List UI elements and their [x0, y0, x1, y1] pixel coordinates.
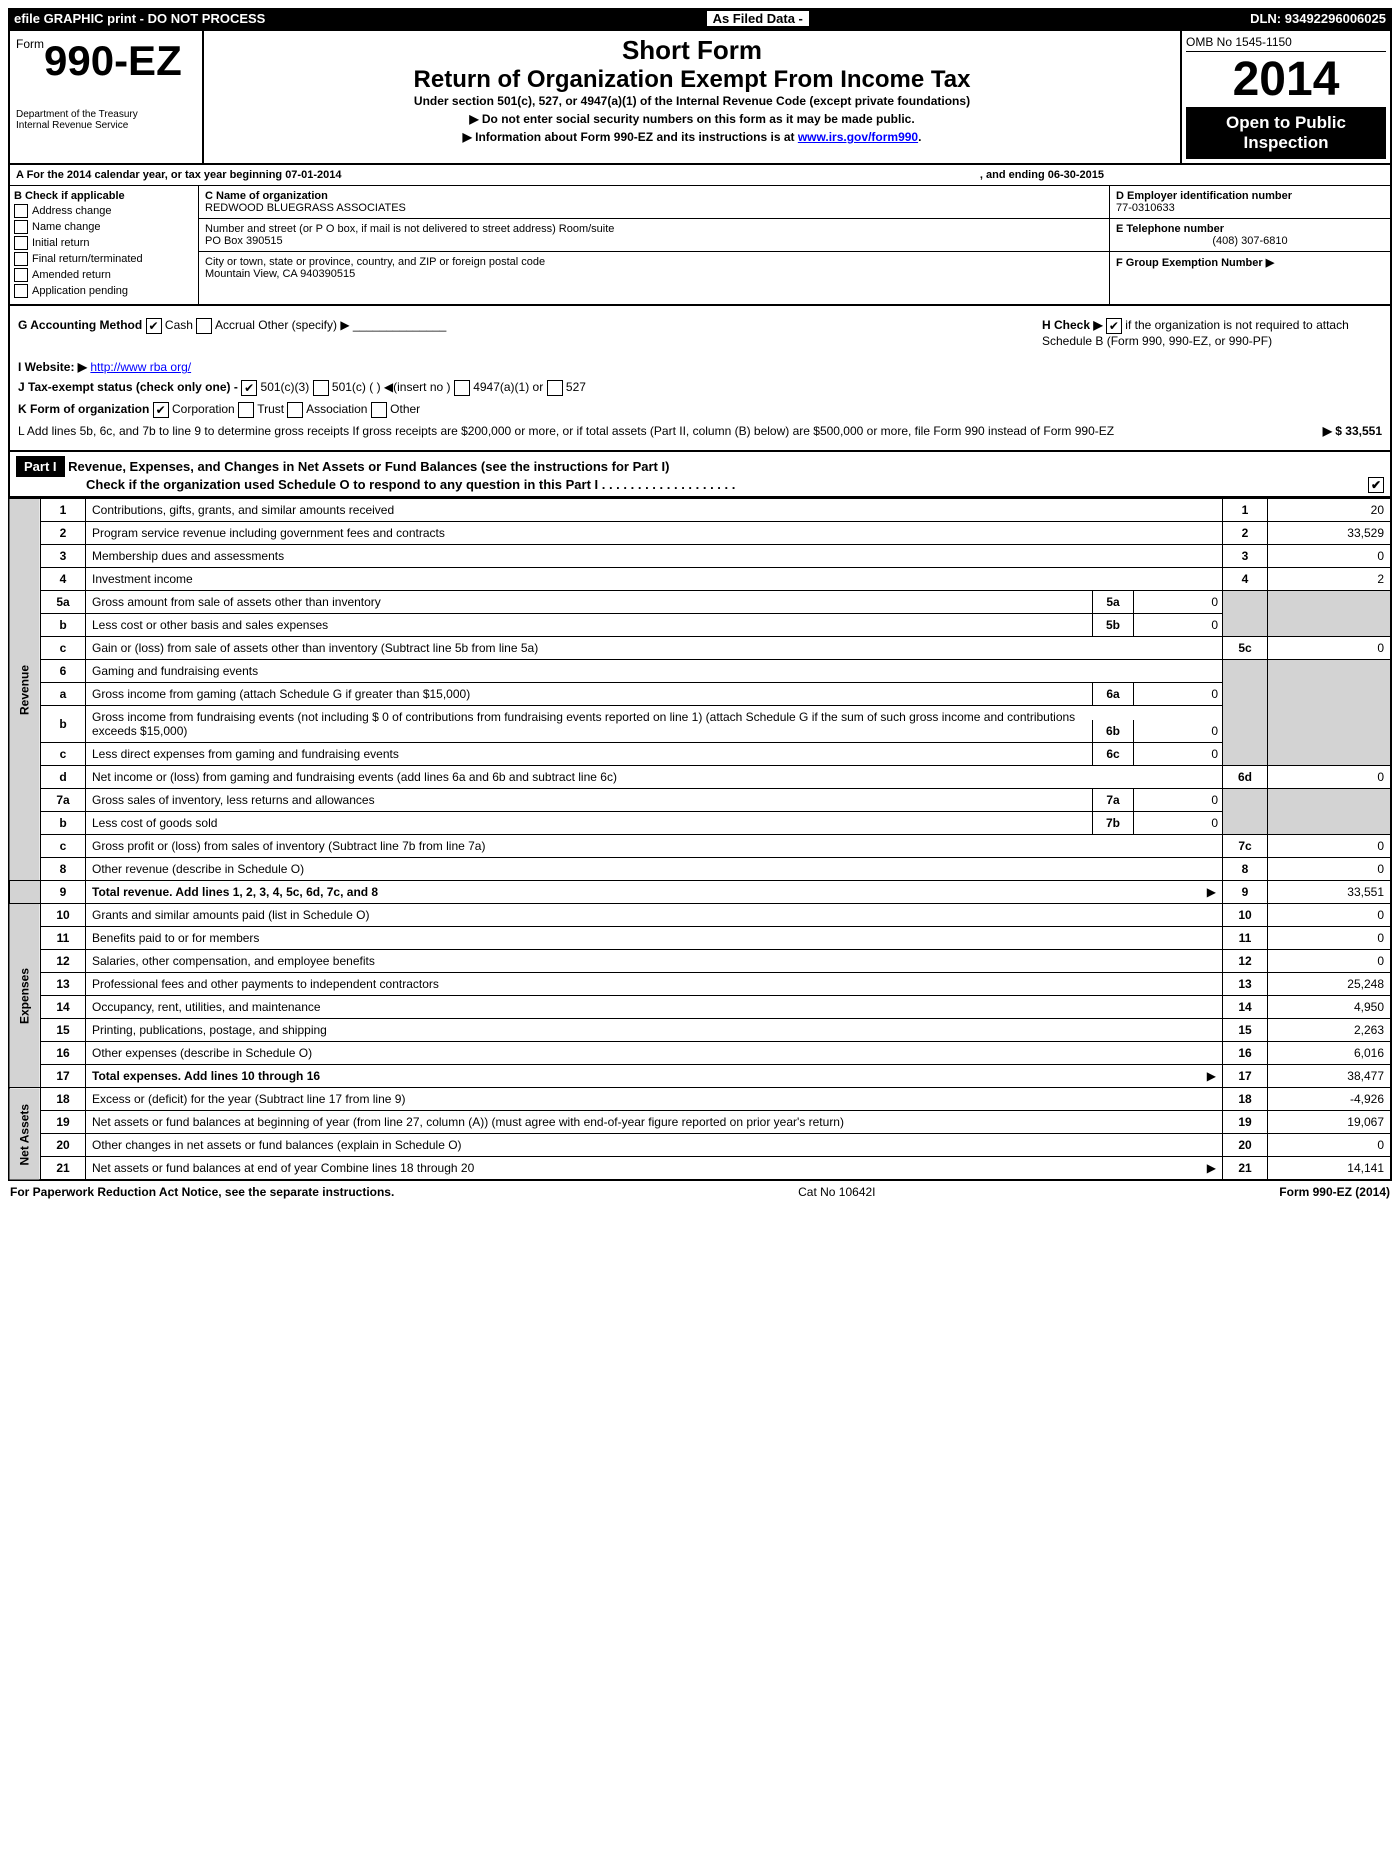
cb-address-change[interactable] [14, 204, 28, 218]
c-city-label: City or town, state or province, country… [205, 256, 1103, 268]
check-column-b: B Check if applicable Address change Nam… [10, 186, 199, 304]
cb-corporation[interactable] [153, 402, 169, 418]
j-label: J Tax-exempt status (check only one) - [18, 380, 238, 394]
expenses-label: Expenses [9, 904, 41, 1088]
notice-2: ▶ Information about Form 990-EZ and its … [214, 130, 1170, 144]
revenue-label: Revenue [9, 499, 41, 881]
part-i-label: Part I [16, 456, 65, 477]
short-form-title: Short Form [214, 35, 1170, 66]
footer-right: Form 990-EZ (2014) [1279, 1185, 1390, 1199]
footer: For Paperwork Reduction Act Notice, see … [8, 1181, 1392, 1203]
part-i-table: Revenue 1Contributions, gifts, grants, a… [8, 498, 1392, 1181]
top-bar-left: efile GRAPHIC print - DO NOT PROCESS [14, 11, 265, 26]
cb-cash[interactable] [146, 318, 162, 334]
l-text: L Add lines 5b, 6c, and 7b to line 9 to … [18, 424, 1242, 438]
cb-other-org[interactable] [371, 402, 387, 418]
part-i-check: Check if the organization used Schedule … [86, 477, 735, 492]
org-info-column: C Name of organization REDWOOD BLUEGRASS… [199, 186, 1109, 304]
form-prefix: Form [16, 37, 44, 51]
footer-mid: Cat No 10642I [798, 1185, 875, 1199]
g-label: G Accounting Method [18, 318, 142, 332]
top-bar-mid: As Filed Data - [707, 11, 809, 26]
cb-schedule-b[interactable] [1106, 318, 1122, 334]
net-assets-label: Net Assets [9, 1088, 41, 1181]
footer-left: For Paperwork Reduction Act Notice, see … [10, 1185, 394, 1199]
k-label: K Form of organization [18, 402, 149, 416]
cb-trust[interactable] [238, 402, 254, 418]
main-title: Return of Organization Exempt From Incom… [214, 66, 1170, 94]
right-info-column: D Employer identification number 77-0310… [1109, 186, 1390, 304]
cb-final-return[interactable] [14, 252, 28, 266]
form-number: 990-EZ [44, 37, 182, 84]
cb-501c[interactable] [313, 380, 329, 396]
cb-association[interactable] [287, 402, 303, 418]
open-public-1: Open to Public [1188, 113, 1384, 133]
part-i-title: Revenue, Expenses, and Changes in Net As… [68, 459, 669, 474]
top-bar: efile GRAPHIC print - DO NOT PROCESS As … [8, 8, 1392, 29]
h-label: H Check ▶ [1042, 318, 1103, 332]
e-val: (408) 307-6810 [1116, 235, 1384, 247]
d-val: 77-0310633 [1116, 202, 1384, 214]
website-link[interactable]: http://www rba org/ [90, 360, 191, 374]
cb-amended-return[interactable] [14, 268, 28, 282]
f-label: F Group Exemption Number ▶ [1116, 256, 1384, 269]
cb-schedule-o[interactable] [1368, 477, 1384, 493]
i-label: I Website: ▶ [18, 360, 87, 374]
e-label: E Telephone number [1116, 223, 1384, 235]
section-identifying: A For the 2014 calendar year, or tax yea… [8, 165, 1392, 306]
line-a: A For the 2014 calendar year, or tax yea… [16, 169, 341, 181]
cb-initial-return[interactable] [14, 236, 28, 250]
header-section: Form990-EZ Department of the Treasury In… [8, 29, 1392, 165]
cb-accrual[interactable] [196, 318, 212, 334]
c-addr-label: Number and street (or P O box, if mail i… [205, 223, 1103, 235]
title-box: Short Form Return of Organization Exempt… [204, 31, 1182, 163]
cb-name-change[interactable] [14, 220, 28, 234]
open-public-2: Inspection [1188, 133, 1384, 153]
d-label: D Employer identification number [1116, 190, 1384, 202]
b-title: B Check if applicable [14, 190, 194, 202]
c-city: Mountain View, CA 940390515 [205, 268, 1103, 280]
c-addr: PO Box 390515 [205, 235, 1103, 247]
part-i-header: Part I Revenue, Expenses, and Changes in… [8, 452, 1392, 498]
cb-4947[interactable] [454, 380, 470, 396]
dept-line1: Department of the Treasury [16, 109, 196, 120]
form-number-box: Form990-EZ Department of the Treasury In… [10, 31, 204, 163]
line-a-end: , and ending 06-30-2015 [980, 169, 1104, 181]
c-label: C Name of organization [205, 190, 1103, 202]
year-box: OMB No 1545-1150 2014 Open to Public Ins… [1182, 31, 1390, 163]
notice-1: ▶ Do not enter social security numbers o… [214, 112, 1170, 126]
tax-year: 2014 [1186, 52, 1386, 107]
dept-line2: Internal Revenue Service [16, 120, 196, 131]
top-bar-right: DLN: 93492296006025 [1250, 11, 1386, 26]
l-val: ▶ $ 33,551 [1242, 424, 1382, 438]
cb-527[interactable] [547, 380, 563, 396]
cb-501c3[interactable] [241, 380, 257, 396]
subtitle: Under section 501(c), 527, or 4947(a)(1)… [214, 94, 1170, 108]
info-grid: G Accounting Method Cash Accrual Other (… [8, 306, 1392, 452]
c-name: REDWOOD BLUEGRASS ASSOCIATES [205, 202, 1103, 214]
irs-link[interactable]: www.irs.gov/form990 [798, 130, 918, 144]
cb-application-pending[interactable] [14, 284, 28, 298]
omb-number: OMB No 1545-1150 [1186, 35, 1386, 52]
